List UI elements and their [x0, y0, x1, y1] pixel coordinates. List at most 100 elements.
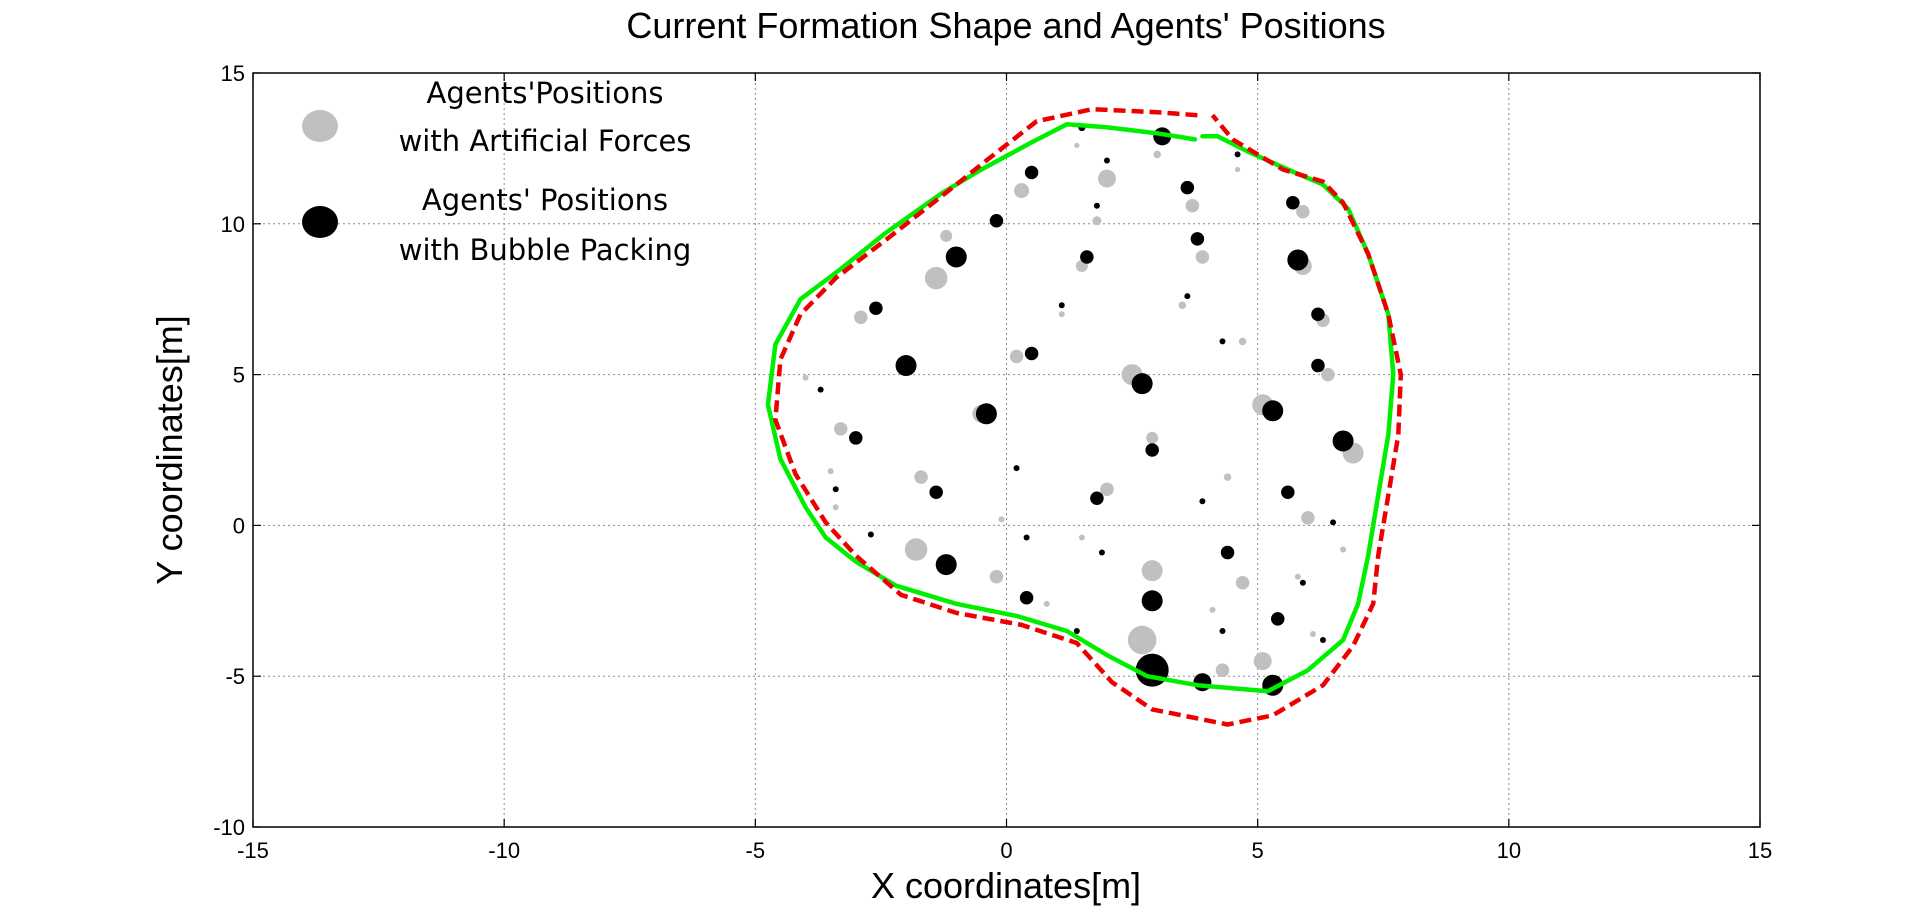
bubble-packing-agent-point — [1184, 293, 1191, 300]
bubble-packing-agent-point — [1262, 400, 1284, 422]
artificial-forces-agent-point — [1294, 573, 1301, 580]
bubble-packing-agent-point — [867, 531, 874, 538]
artificial-forces-agent-point — [1043, 600, 1050, 607]
artificial-forces-agent-point — [998, 516, 1005, 523]
artificial-forces-agent-point — [1153, 150, 1161, 159]
chart-title: Current Formation Shape and Agents' Posi… — [626, 5, 1385, 46]
bubble-packing-agent-point — [1024, 165, 1039, 180]
artificial-forces-agent-point — [1146, 431, 1159, 444]
legend-label-bubble-packing-line2: with Bubble Packing — [399, 233, 692, 267]
bubble-packing-agent-point — [945, 246, 967, 268]
x-tick-label: -10 — [488, 838, 520, 863]
bubble-packing-agent-point — [1220, 545, 1235, 560]
bubble-packing-agent-point — [989, 214, 1004, 228]
bubble-packing-agent-point — [1234, 151, 1241, 158]
y-tick-label: 15 — [221, 61, 245, 86]
x-tick-label: -15 — [237, 838, 269, 863]
bubble-packing-agent-point — [1093, 202, 1100, 209]
bubble-packing-agent-point — [1023, 534, 1030, 541]
y-tick-label: 10 — [221, 212, 245, 237]
artificial-forces-agent-point — [1014, 183, 1030, 199]
bubble-packing-agent-point — [1219, 338, 1226, 345]
artificial-forces-agent-point — [832, 504, 839, 511]
legend-label-bubble-packing-line1: Agents' Positions — [422, 183, 668, 217]
bubble-packing-agent-point — [895, 355, 917, 377]
artificial-forces-agent-point — [940, 229, 953, 242]
bubble-packing-agent-point — [1103, 157, 1110, 164]
artificial-forces-agent-point — [833, 422, 848, 436]
legend-marker-bubble-packing — [302, 206, 338, 238]
bubble-packing-agent-point — [975, 403, 997, 425]
artificial-forces-agent-point — [1253, 652, 1272, 671]
artificial-forces-agent-point — [1223, 473, 1232, 481]
bubble-packing-agent-point — [1286, 195, 1300, 210]
artificial-forces-agent-point — [1195, 250, 1210, 264]
artificial-forces-agent-point — [924, 266, 948, 290]
artificial-forces-agent-point — [827, 468, 834, 475]
artificial-forces-agent-point — [1235, 575, 1250, 590]
bubble-packing-agent-point — [1311, 307, 1325, 322]
y-tick-label: 0 — [233, 513, 245, 538]
y-axis-title: Y coordinates[m] — [149, 315, 190, 584]
bubble-packing-agent-point — [1145, 443, 1159, 457]
artificial-forces-agent-point — [802, 374, 809, 381]
artificial-forces-agent-point — [1185, 198, 1200, 213]
x-tick-label: 0 — [1000, 838, 1012, 863]
bubble-packing-agent-point — [1219, 627, 1226, 634]
artificial-forces-agent-point — [1340, 546, 1347, 553]
legend: Agents'Positions with Artificial Forces … — [302, 76, 691, 267]
bubble-packing-agent-point — [1311, 358, 1325, 373]
artificial-forces-agent-point — [1100, 482, 1114, 496]
formation-boundary-dashed-curve — [773, 106, 1404, 727]
bubble-packing-agent-point — [1080, 250, 1094, 264]
artificial-forces-agent-point — [1215, 663, 1230, 677]
legend-label-artificial-forces-line2: with Artificial Forces — [399, 124, 692, 158]
artificial-forces-agent-point — [1178, 301, 1187, 309]
artificial-forces-agent-point — [1209, 606, 1216, 613]
bubble-packing-agent-point — [849, 431, 863, 445]
artificial-forces-agent-point — [1092, 216, 1102, 226]
bubble-packing-agent-point — [1141, 590, 1163, 612]
bubble-packing-agent-point — [1098, 549, 1105, 556]
x-tick-label: 10 — [1497, 838, 1521, 863]
bubble-packing-agent-point — [935, 554, 957, 576]
bubble-packing-agent-point — [1131, 373, 1153, 395]
bubble-packing-agent-point — [1199, 498, 1206, 505]
x-tick-label: -5 — [746, 838, 766, 863]
bubble-packing-agent-point — [1135, 653, 1169, 687]
y-tick-label: 5 — [233, 363, 245, 388]
x-axis-title: X coordinates[m] — [871, 865, 1141, 906]
bubble-packing-agent-point — [869, 301, 883, 315]
bubble-packing-agent-point — [1330, 519, 1337, 526]
bubble-packing-agent-point — [1013, 465, 1020, 472]
y-tick-label: -10 — [213, 815, 245, 840]
bubble-packing-agent-point — [1332, 430, 1354, 452]
artificial-forces-agent-point — [1058, 311, 1065, 318]
artificial-forces-agent-point — [854, 310, 868, 325]
artificial-forces-agent-point — [1009, 349, 1024, 364]
bubble-packing-agent-point — [1319, 637, 1326, 644]
x-tick-label: 5 — [1252, 838, 1264, 863]
grid — [253, 73, 1760, 827]
artificial-forces-agent-point — [1238, 337, 1247, 346]
bubble-packing-agent-point — [1090, 491, 1104, 506]
bubble-packing-agent-point — [1193, 673, 1212, 692]
artificial-forces-agent-point — [1301, 511, 1315, 525]
artificial-forces-agent-point — [1234, 166, 1241, 173]
bubble-packing-agent-point — [817, 386, 824, 393]
bubble-packing-agent-point — [1019, 591, 1034, 605]
artificial-forces-agent-point — [1141, 560, 1163, 582]
bubble-packing-agent-point — [1287, 249, 1309, 271]
bubble-packing-agent-point — [1024, 346, 1039, 361]
artificial-forces-agent-point — [1321, 367, 1335, 382]
artificial-forces-agent-point — [989, 569, 1004, 584]
artificial-forces-agent-point — [914, 470, 928, 484]
artificial-forces-agent-point — [1097, 169, 1116, 188]
bubble-packing-agent-point — [1180, 180, 1195, 195]
bubble-packing-agent-point — [1058, 302, 1065, 309]
bubble-packing-agent-point — [1271, 612, 1285, 626]
artificial-forces-agent-point — [1074, 142, 1080, 149]
bubble-packing-agent-point — [929, 485, 943, 499]
